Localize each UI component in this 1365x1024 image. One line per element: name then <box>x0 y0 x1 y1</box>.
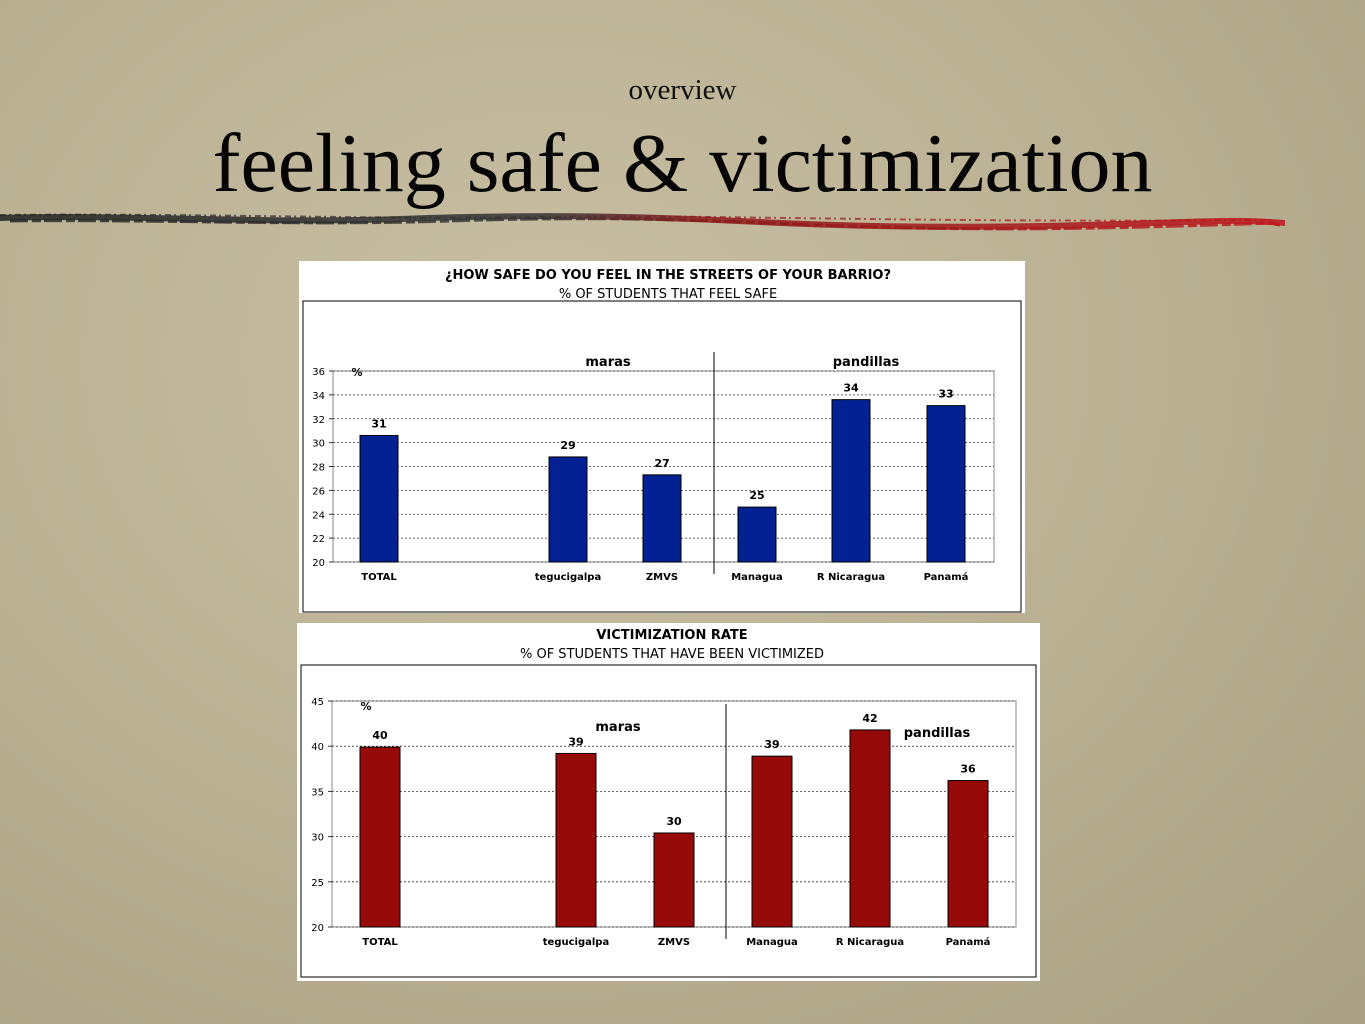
y-tick-label: 40 <box>311 742 324 753</box>
category-label: TOTAL <box>361 572 397 583</box>
safety-chart: ¿HOW SAFE DO YOU FEEL IN THE STREETS OF … <box>302 268 1022 613</box>
data-label: 34 <box>843 382 859 395</box>
bar <box>548 456 588 563</box>
bar <box>642 474 682 563</box>
group-label: pandillas <box>833 355 900 370</box>
chart-title: VICTIMIZATION RATE <box>596 628 747 643</box>
data-label: 25 <box>749 489 764 502</box>
category-label: Managua <box>731 572 783 583</box>
group-label: pandillas <box>904 726 971 741</box>
category-label: Managua <box>746 937 798 948</box>
slide-subtitle: overview <box>628 74 737 106</box>
group-label: maras <box>585 355 631 370</box>
data-label: 29 <box>560 439 575 452</box>
y-tick-label: 26 <box>312 486 325 497</box>
bar <box>555 752 597 928</box>
y-tick-label: 30 <box>311 833 324 844</box>
y-tick-label: 24 <box>312 510 325 521</box>
y-tick-label: 20 <box>312 558 325 569</box>
bar <box>359 746 401 928</box>
category-label: R Nicaragua <box>836 937 904 948</box>
y-tick-label: 25 <box>311 878 324 889</box>
data-label: 30 <box>666 815 682 828</box>
group-label: maras <box>595 720 641 735</box>
data-label: 39 <box>764 738 779 751</box>
category-label: ZMVS <box>646 572 678 583</box>
y-axis-label: % <box>360 700 371 713</box>
data-label: 27 <box>654 457 669 470</box>
y-tick-label: 30 <box>312 439 325 450</box>
data-label: 36 <box>960 763 976 776</box>
category-label: Panamá <box>946 936 991 948</box>
bar <box>947 780 989 928</box>
category-label: tegucigalpa <box>535 572 601 583</box>
brush-divider <box>0 213 1285 231</box>
y-tick-label: 28 <box>312 463 325 474</box>
category-label: R Nicaragua <box>817 572 885 583</box>
y-tick-label: 34 <box>312 391 325 402</box>
bar <box>751 755 793 928</box>
y-axis-label: % <box>351 366 362 379</box>
category-label: Panamá <box>924 571 969 583</box>
bar <box>653 832 695 928</box>
safety-chart-panel: ¿HOW SAFE DO YOU FEEL IN THE STREETS OF … <box>299 261 1025 613</box>
data-label: 39 <box>568 735 583 748</box>
victimization-chart: VICTIMIZATION RATE % OF STUDENTS THAT HA… <box>300 628 1037 978</box>
data-label: 33 <box>938 388 953 401</box>
victimization-chart-panel: VICTIMIZATION RATE % OF STUDENTS THAT HA… <box>297 623 1040 981</box>
y-tick-label: 35 <box>311 787 324 798</box>
slide-title: feeling safe & victimization <box>212 117 1153 210</box>
chart-title: ¿HOW SAFE DO YOU FEEL IN THE STREETS OF … <box>445 268 891 283</box>
data-label: 42 <box>862 712 877 725</box>
bar <box>359 434 399 563</box>
category-label: ZMVS <box>658 937 690 948</box>
y-tick-label: 20 <box>311 923 324 934</box>
data-label: 31 <box>371 417 386 430</box>
y-tick-label: 32 <box>312 415 325 426</box>
category-label: TOTAL <box>362 937 398 948</box>
y-tick-label: 22 <box>312 534 325 545</box>
y-tick-label: 45 <box>311 697 324 708</box>
chart-subtitle: % OF STUDENTS THAT FEEL SAFE <box>559 287 777 302</box>
bar <box>849 729 891 928</box>
y-tick-label: 36 <box>312 367 325 378</box>
bar <box>831 399 871 563</box>
chart-subtitle: % OF STUDENTS THAT HAVE BEEN VICTIMIZED <box>520 647 824 662</box>
bar <box>737 506 777 563</box>
bar <box>926 405 966 563</box>
data-label: 40 <box>372 729 388 742</box>
category-label: tegucigalpa <box>543 937 609 948</box>
